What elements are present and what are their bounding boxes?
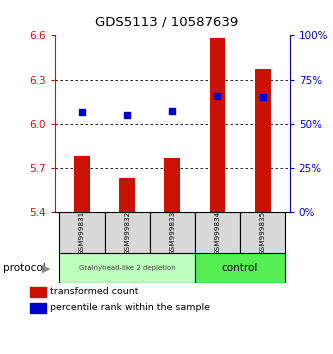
Bar	[60, 253, 195, 283]
Text: GDS5113 / 10587639: GDS5113 / 10587639	[95, 16, 238, 29]
Bar	[30, 303, 46, 313]
Text: transformed count: transformed count	[50, 287, 139, 296]
Point	[125, 112, 130, 118]
Point	[215, 93, 220, 99]
Bar	[60, 212, 105, 253]
Text: Grainyhead-like 2 depletion: Grainyhead-like 2 depletion	[79, 265, 175, 271]
Bar	[240, 212, 285, 253]
Text: ▶: ▶	[42, 263, 51, 273]
Text: control: control	[222, 263, 258, 273]
Bar	[195, 253, 285, 283]
Text: GSM999831: GSM999831	[79, 211, 85, 255]
Text: percentile rank within the sample: percentile rank within the sample	[50, 303, 210, 312]
Text: GSM999834: GSM999834	[214, 211, 220, 255]
Text: GSM999835: GSM999835	[260, 211, 266, 255]
Bar	[165, 158, 180, 212]
Text: protocol: protocol	[3, 263, 46, 273]
Bar	[150, 212, 195, 253]
Text: GSM999833: GSM999833	[169, 211, 175, 255]
Text: GSM999832: GSM999832	[124, 211, 130, 255]
Bar	[105, 212, 150, 253]
Bar	[255, 69, 270, 212]
Bar	[195, 212, 240, 253]
Point	[260, 95, 265, 100]
Point	[170, 108, 175, 113]
Bar	[209, 38, 225, 212]
Bar	[119, 178, 135, 212]
Point	[79, 109, 85, 115]
Bar	[30, 287, 46, 297]
Bar	[74, 156, 90, 212]
